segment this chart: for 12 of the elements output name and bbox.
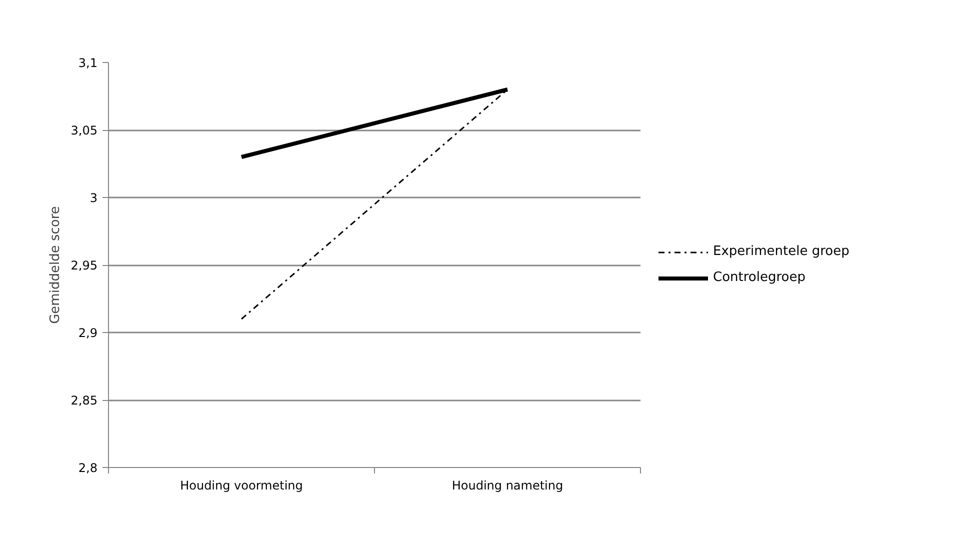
y-tick-label: 2,95 (70, 258, 98, 272)
x-tick-label: Houding voormeting (180, 478, 303, 492)
y-tick-label: 2,8 (78, 461, 98, 475)
y-axis-title: Gemiddelde score (48, 206, 63, 324)
x-tick-label: Houding nameting (452, 478, 564, 492)
y-tick-label: 3,1 (78, 56, 98, 70)
legend-label: Experimentele groep (713, 244, 850, 259)
y-tick-label: 2,85 (70, 394, 98, 408)
y-tick-label: 2,9 (78, 326, 98, 340)
y-tick-label: 3 (90, 191, 98, 205)
legend-label: Controlegroep (713, 270, 806, 285)
y-tick-label: 3,05 (70, 124, 98, 138)
